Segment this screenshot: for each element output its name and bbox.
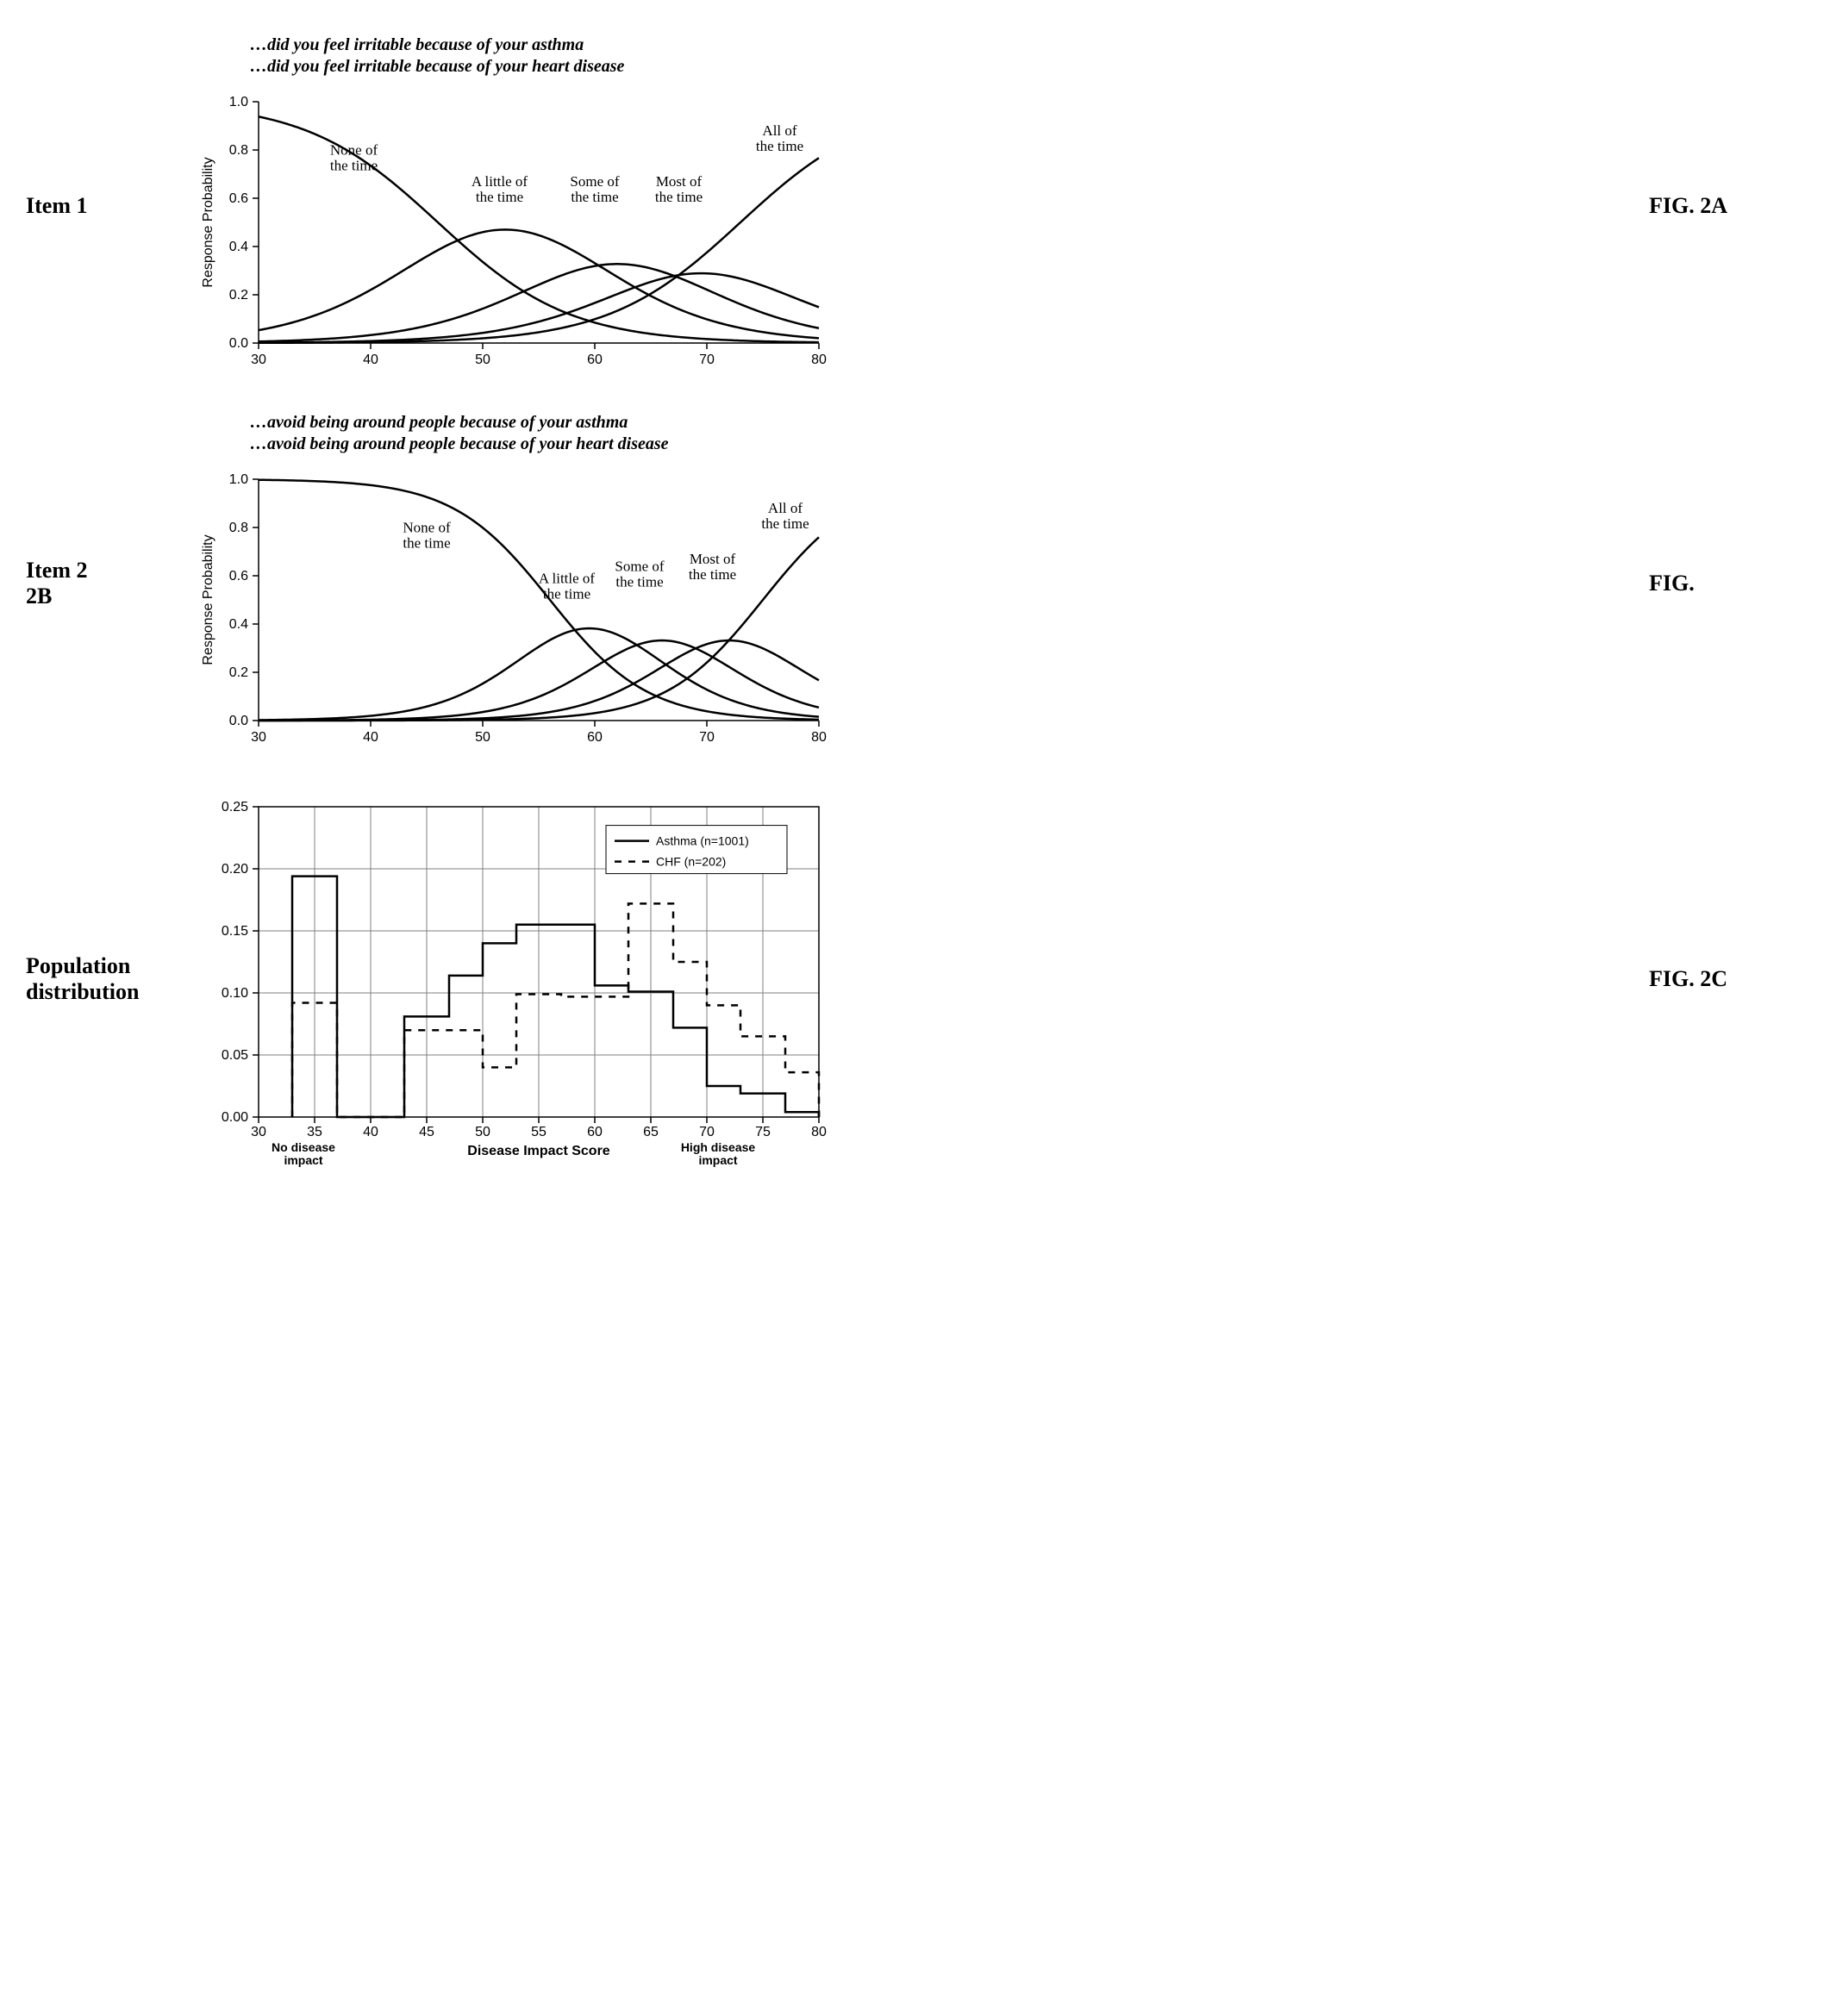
svg-text:the time: the time [571, 189, 618, 205]
svg-text:the time: the time [543, 585, 590, 602]
fig-2a-title-1: …did you feel irritable because of your … [250, 34, 1632, 56]
svg-text:Asthma (n=1001): Asthma (n=1001) [656, 834, 749, 848]
fig-2c-row: Populationdistribution 30 35 40 45 50 55 60 65 7… [26, 790, 1804, 1169]
svg-text:0.8: 0.8 [229, 143, 248, 158]
svg-text:0.20: 0.20 [222, 862, 248, 877]
svg-text:High disease: High disease [681, 1140, 756, 1154]
svg-text:70: 70 [699, 353, 715, 367]
svg-text:0.8: 0.8 [229, 521, 248, 535]
svg-text:60: 60 [587, 730, 603, 745]
svg-text:Some of: Some of [615, 558, 664, 574]
fig-2c-right-label: FIG. 2C [1649, 966, 1804, 992]
svg-text:impact: impact [284, 1153, 322, 1167]
svg-text:Some of: Some of [570, 173, 619, 190]
svg-text:impact: impact [698, 1153, 737, 1167]
svg-text:1.0: 1.0 [229, 472, 248, 487]
svg-text:70: 70 [699, 1125, 715, 1139]
svg-text:the time: the time [689, 566, 736, 583]
svg-text:40: 40 [363, 1125, 378, 1139]
svg-text:None of: None of [330, 142, 378, 159]
fig-2b-right-label: FIG. [1649, 571, 1804, 596]
svg-text:All of: All of [762, 122, 796, 139]
svg-text:40: 40 [363, 353, 378, 367]
svg-text:60: 60 [587, 353, 603, 367]
svg-text:30: 30 [251, 353, 266, 367]
svg-text:65: 65 [643, 1125, 659, 1139]
svg-text:CHF (n=202): CHF (n=202) [656, 855, 726, 869]
svg-text:80: 80 [811, 353, 827, 367]
fig-2c-block: 30 35 40 45 50 55 60 65 70 75 80 0.00 0.05 0.10 0.15 0.… [198, 790, 1632, 1169]
fig-2b-title-1: …avoid being around people because of yo… [250, 412, 1632, 434]
svg-text:0.6: 0.6 [229, 191, 248, 206]
svg-text:0.4: 0.4 [229, 240, 248, 254]
chart-2b: 30 40 50 60 70 80 0.0 0.2 0.4 0.6 0.8 1.0 Response P… [198, 462, 836, 755]
svg-text:All of: All of [768, 500, 803, 516]
fig-2a-title: …did you feel irritable because of your … [198, 34, 1632, 78]
fig-2b-left-label-t: Item 2 [26, 558, 87, 583]
svg-text:the time: the time [756, 138, 803, 154]
svg-text:Most of: Most of [656, 173, 703, 190]
svg-text:0.0: 0.0 [229, 336, 248, 351]
svg-text:the time: the time [330, 158, 378, 174]
svg-text:the time: the time [615, 573, 663, 590]
svg-text:the time: the time [476, 189, 523, 205]
fig-2b-title-2: …avoid being around people because of yo… [250, 434, 1632, 455]
fig-2a-right-label: FIG. 2A [1649, 193, 1804, 219]
svg-text:0.6: 0.6 [229, 569, 248, 584]
svg-text:0.05: 0.05 [222, 1048, 248, 1063]
svg-text:0.00: 0.00 [222, 1110, 248, 1125]
fig-2a-row: Item 1 …did you feel irritable because o… [26, 34, 1804, 378]
fig-2b-right-label-2: 2B [26, 584, 52, 609]
svg-text:Disease Impact Score: Disease Impact Score [467, 1144, 610, 1158]
svg-text:0.25: 0.25 [222, 800, 248, 815]
fig-2c-left-label: Populationdistribution [26, 953, 181, 1005]
svg-text:0.15: 0.15 [222, 924, 248, 939]
fig-2a-left-label: Item 1 [26, 193, 181, 219]
svg-text:Response Probability: Response Probability [201, 157, 215, 287]
fig-2a-block: …did you feel irritable because of your … [198, 34, 1632, 378]
svg-text:0.2: 0.2 [229, 665, 248, 680]
svg-text:60: 60 [587, 1125, 603, 1139]
svg-text:80: 80 [811, 730, 827, 745]
fig-2a-title-2: …did you feel irritable because of your … [250, 56, 1632, 78]
svg-text:Most of: Most of [690, 551, 736, 567]
svg-text:45: 45 [419, 1125, 434, 1139]
svg-text:50: 50 [475, 730, 490, 745]
svg-text:the time: the time [761, 515, 809, 532]
svg-text:50: 50 [475, 1125, 490, 1139]
svg-text:30: 30 [251, 730, 266, 745]
svg-text:70: 70 [699, 730, 715, 745]
svg-text:75: 75 [755, 1125, 771, 1139]
svg-text:A little of: A little of [539, 570, 596, 586]
fig-2b-title: …avoid being around people because of yo… [198, 412, 1632, 455]
fig-2b-block: …avoid being around people because of yo… [198, 412, 1632, 755]
svg-text:No disease: No disease [272, 1140, 335, 1154]
svg-text:55: 55 [531, 1125, 547, 1139]
chart-2c: 30 35 40 45 50 55 60 65 70 75 80 0.00 0.05 0.10 0.15 0.… [198, 790, 836, 1169]
fig-2b-row: Item 2 2B …avoid being around people bec… [26, 412, 1804, 755]
svg-text:0.0: 0.0 [229, 714, 248, 728]
svg-text:the time: the time [403, 535, 450, 552]
svg-text:A little of: A little of [472, 173, 528, 190]
svg-text:0.10: 0.10 [222, 986, 248, 1001]
svg-text:Response Probability: Response Probability [201, 534, 215, 665]
svg-text:1.0: 1.0 [229, 95, 248, 109]
chart-2a: 30 40 50 60 70 80 0.0 0.2 0.4 0.6 0.8 1.0 Response P… [198, 84, 836, 378]
svg-text:0.4: 0.4 [229, 617, 248, 632]
svg-text:50: 50 [475, 353, 490, 367]
svg-text:the time: the time [655, 189, 703, 205]
svg-text:40: 40 [363, 730, 378, 745]
svg-text:35: 35 [307, 1125, 322, 1139]
svg-text:30: 30 [251, 1125, 266, 1139]
svg-text:None of: None of [403, 520, 451, 536]
fig-2b-left-label: Item 2 2B [26, 558, 181, 609]
svg-text:0.2: 0.2 [229, 288, 248, 303]
svg-text:80: 80 [811, 1125, 827, 1139]
